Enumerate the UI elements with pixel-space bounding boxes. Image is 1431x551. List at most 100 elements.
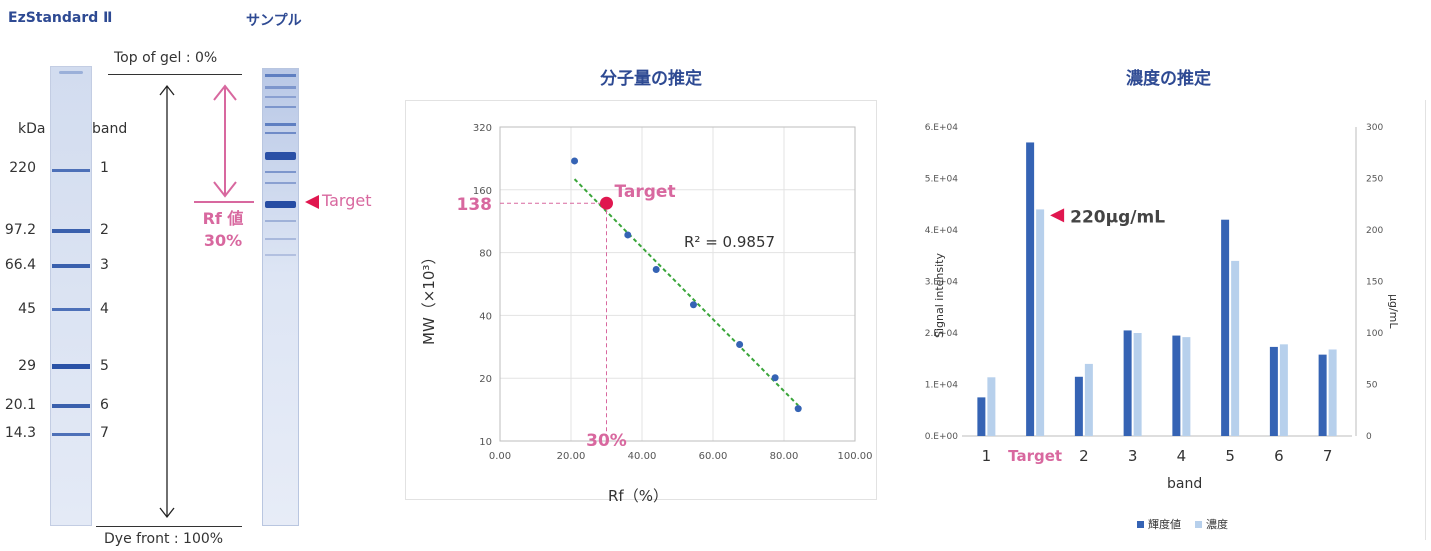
category-label: 6: [1274, 447, 1284, 465]
marker-band-number: 4: [100, 301, 109, 317]
rf-label-line1: Rf 値: [202, 209, 244, 228]
top-of-gel-label: Top of gel : 0%: [114, 50, 218, 66]
sample-band: [265, 171, 296, 173]
well-mark: [59, 71, 83, 74]
marker-band-number: 2: [100, 222, 109, 238]
marker-row: 20.1 6: [0, 395, 120, 415]
y-tick-label: 320: [473, 123, 492, 134]
y-tick-label: 6.E+04: [925, 123, 959, 133]
marker-band-number: 6: [100, 397, 109, 413]
data-point: [736, 341, 744, 349]
target-y-value: 138: [457, 195, 493, 215]
legend-item-conc: 濃度: [1195, 516, 1228, 532]
bar-signal: [1026, 142, 1035, 436]
y-tick-label: 20: [479, 374, 492, 385]
marker-row: 66.4 3: [0, 255, 120, 275]
kda-header: kDa: [18, 121, 46, 137]
x-tick-label: 20.00: [557, 451, 586, 462]
dye-front-line: [96, 526, 242, 527]
marker-band: [52, 229, 90, 233]
conc-chart-divider: [1425, 100, 1426, 540]
marker-band: [52, 308, 90, 311]
y2-tick-label: 0: [1366, 432, 1372, 442]
rf-label: Rf 値 30%: [196, 208, 250, 252]
legend-swatch-signal: [1137, 520, 1144, 528]
annotation-pointer-icon: [1050, 208, 1065, 223]
bar-concentration: [987, 377, 996, 436]
sample-band: [265, 96, 296, 98]
bar-concentration: [1084, 363, 1093, 436]
marker-kda: 20.1: [4, 397, 36, 413]
conc-chart-title: 濃度の推定: [1126, 69, 1211, 89]
data-point: [771, 374, 779, 382]
marker-band: [52, 169, 90, 172]
bar-signal: [1269, 346, 1278, 436]
category-label: 5: [1225, 447, 1235, 465]
y-tick-label: 80: [479, 249, 492, 260]
conc-y-axis-title: Signal intensity: [933, 253, 946, 338]
target-pointer-icon: [305, 195, 319, 209]
mw-x-axis-title: Rf（%）: [608, 487, 668, 505]
marker-band-number: 3: [100, 257, 109, 273]
bar-concentration: [1036, 209, 1045, 436]
marker-band: [52, 264, 90, 268]
sample-lane-title: サンプル: [246, 13, 302, 29]
y-tick-label: 2.E+04: [925, 329, 959, 339]
sample-band: [265, 238, 296, 240]
annotation-label: 220μg/mL: [1070, 207, 1165, 227]
marker-kda: 45: [18, 301, 36, 317]
plot-area: [499, 126, 856, 442]
dye-front-label: Dye front : 100%: [104, 531, 224, 547]
bar-signal: [1221, 219, 1230, 436]
y-tick-label: 160: [473, 186, 492, 197]
sample-bands: [263, 68, 298, 526]
marker-row: 97.2 2: [0, 220, 120, 240]
legend-item-signal: 輝度値: [1137, 516, 1181, 532]
top-of-gel-line: [108, 74, 242, 75]
bar-concentration: [1279, 344, 1288, 436]
sample-band: [265, 74, 296, 77]
data-point: [689, 301, 697, 309]
marker-band-number: 5: [100, 358, 109, 374]
marker-band: [52, 404, 90, 408]
sample-band-target: [265, 201, 296, 208]
marker-kda: 29: [18, 358, 36, 374]
bar-signal: [1318, 354, 1327, 436]
y-tick-label: 1.E+04: [925, 381, 959, 391]
marker-band-number: 7: [100, 425, 109, 441]
sample-band: [265, 152, 296, 160]
legend-swatch-conc: [1195, 520, 1202, 528]
sample-band: [265, 254, 296, 256]
data-point: [652, 265, 660, 273]
standard-lane-title: EzStandard Ⅱ: [8, 10, 113, 26]
y-tick-label: 4.E+04: [925, 226, 959, 236]
y2-tick-label: 100: [1366, 329, 1383, 339]
bar-signal: [1074, 376, 1083, 436]
marker-kda: 220: [9, 160, 36, 176]
band-header: band: [92, 121, 128, 137]
x-tick-label: 80.00: [770, 451, 799, 462]
data-point: [571, 157, 579, 165]
marker-kda: 97.2: [4, 222, 36, 238]
bar-concentration: [1133, 333, 1142, 436]
bar-concentration: [1231, 260, 1240, 436]
legend-label-signal: 輝度値: [1148, 518, 1181, 531]
bar-concentration: [1328, 349, 1337, 436]
mw-chart-title: 分子量の推定: [600, 69, 702, 89]
data-point: [624, 231, 632, 239]
sample-band: [265, 106, 296, 108]
marker-row: 45 4: [0, 299, 120, 319]
category-label: 7: [1323, 447, 1333, 465]
legend-label-conc: 濃度: [1206, 518, 1228, 531]
standard-lane: [50, 66, 92, 526]
y2-tick-label: 50: [1366, 381, 1378, 391]
category-label: 3: [1128, 447, 1138, 465]
sample-band: [265, 182, 296, 184]
category-label: 4: [1177, 447, 1187, 465]
y-tick-label: 40: [479, 311, 492, 322]
y2-tick-label: 150: [1366, 278, 1383, 288]
y2-tick-label: 300: [1366, 123, 1383, 133]
data-point: [794, 405, 802, 413]
